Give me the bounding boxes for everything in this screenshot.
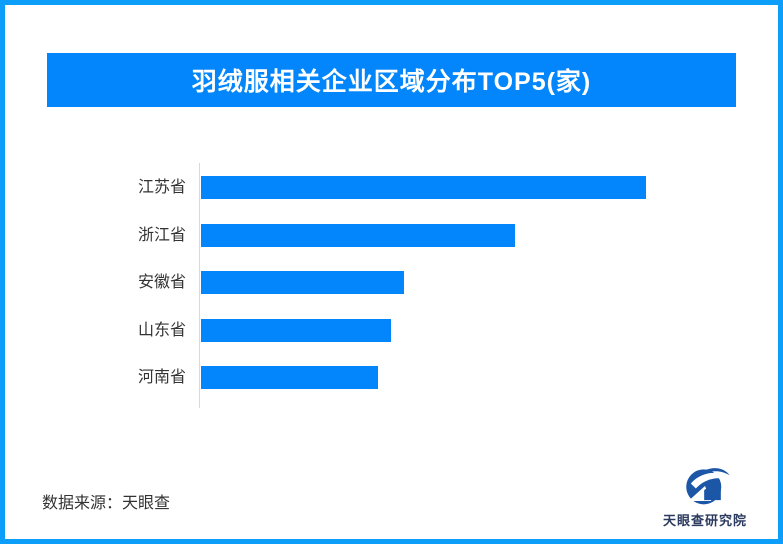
title-banner: 羽绒服相关企业区域分布TOP5(家) (47, 53, 736, 107)
bar (201, 366, 378, 389)
bar-row: 安徽省 (5, 271, 778, 294)
bar (201, 224, 515, 247)
brand-logo-text: 天眼查研究院 (662, 513, 747, 528)
bar-row: 浙江省 (5, 224, 778, 247)
y-axis-line (199, 163, 200, 408)
chart-title: 羽绒服相关企业区域分布TOP5(家) (191, 68, 592, 96)
bar-row: 江苏省 (5, 176, 778, 199)
bar (201, 271, 404, 294)
bar (201, 319, 391, 342)
bar-row: 山东省 (5, 319, 778, 342)
bar (201, 176, 646, 199)
category-label: 浙江省 (137, 227, 186, 244)
tianyancha-logo-icon (686, 468, 730, 505)
category-label: 安徽省 (137, 274, 186, 291)
data-source-text: 数据来源：天眼查 (42, 495, 171, 512)
bar-row: 河南省 (5, 366, 778, 389)
brand-logo: 天眼查研究院 (658, 465, 752, 529)
bar-chart: 江苏省 浙江省 安徽省 山东省 河南省 (5, 163, 778, 413)
category-label: 河南省 (137, 369, 186, 386)
category-label: 江苏省 (137, 179, 186, 196)
category-label: 山东省 (137, 322, 186, 339)
